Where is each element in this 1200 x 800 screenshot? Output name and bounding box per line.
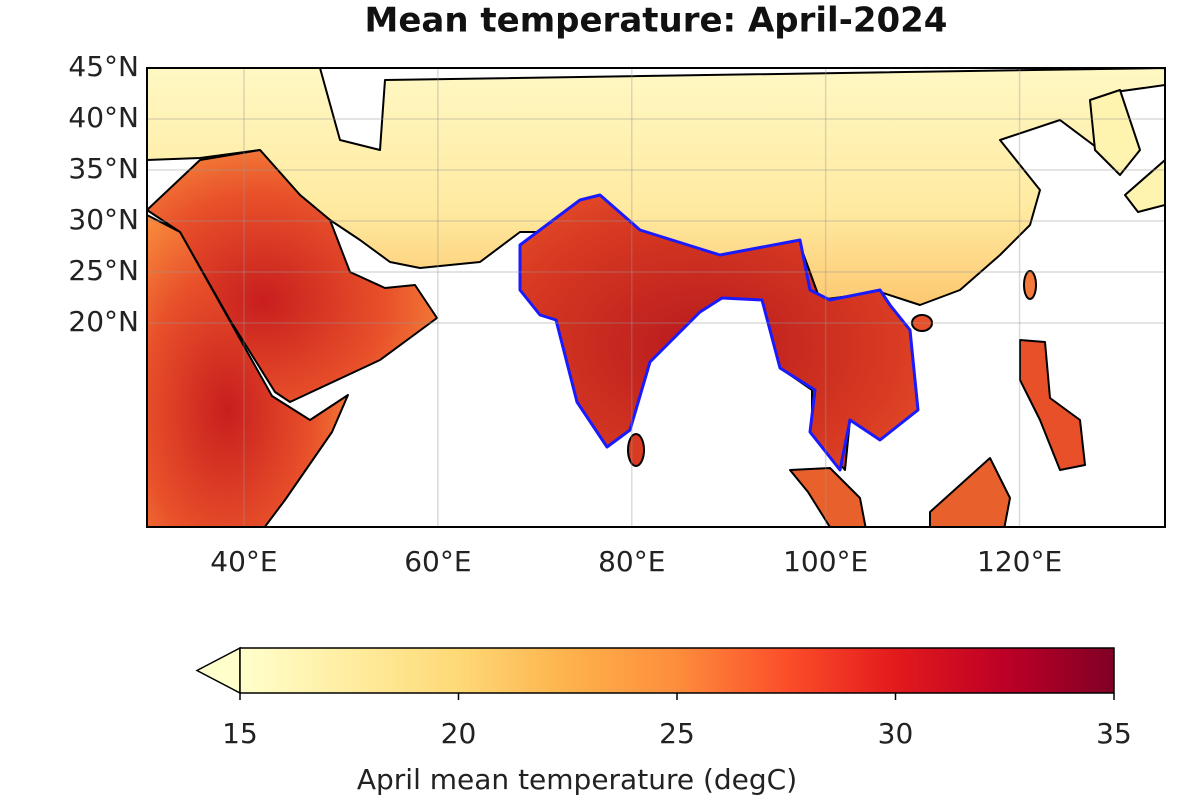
y-tick-label: 20°N xyxy=(68,305,139,338)
y-tick-label: 40°N xyxy=(68,101,139,134)
land-philippines xyxy=(1019,339,1086,471)
land-sri-lanka xyxy=(627,433,645,467)
colorbar-label: April mean temperature (degC) xyxy=(357,763,797,796)
land-hainan xyxy=(911,314,933,332)
chart-title: Mean temperature: April-2024 xyxy=(365,1,948,41)
colorbar-tick-label: 20 xyxy=(441,717,477,750)
land-taiwan xyxy=(1023,270,1037,300)
land-india xyxy=(518,193,920,472)
colorbar-tick-label: 25 xyxy=(659,717,695,750)
colorbar: 15 20 25 30 35 April mean temperature (degC) xyxy=(195,646,1132,796)
y-tick-label: 25°N xyxy=(68,254,139,287)
colorbar-tick-label: 35 xyxy=(1096,717,1132,750)
land-arabia xyxy=(147,149,438,403)
map xyxy=(147,68,1165,527)
land-malaya xyxy=(789,467,867,527)
x-tick-label: 60°E xyxy=(404,545,471,578)
land-north xyxy=(147,68,1165,306)
x-tick-label: 120°E xyxy=(977,545,1062,578)
land-korea xyxy=(1089,89,1141,176)
land-africa xyxy=(147,214,349,527)
y-tick-label: 35°N xyxy=(68,152,139,185)
y-tick-label: 30°N xyxy=(68,203,139,236)
map-frame xyxy=(146,67,1166,528)
land-japan xyxy=(1124,159,1165,213)
colorbar-tick-label: 30 xyxy=(878,717,914,750)
colorbar-bar xyxy=(239,647,1115,694)
x-tick-label: 40°E xyxy=(210,545,277,578)
y-tick-label: 45°N xyxy=(68,50,139,83)
colorbar-extend xyxy=(195,646,241,695)
x-tick-label: 100°E xyxy=(783,545,868,578)
x-tick-label: 80°E xyxy=(598,545,665,578)
land-borneo xyxy=(929,457,1011,527)
colorbar-tick-label: 15 xyxy=(222,717,258,750)
